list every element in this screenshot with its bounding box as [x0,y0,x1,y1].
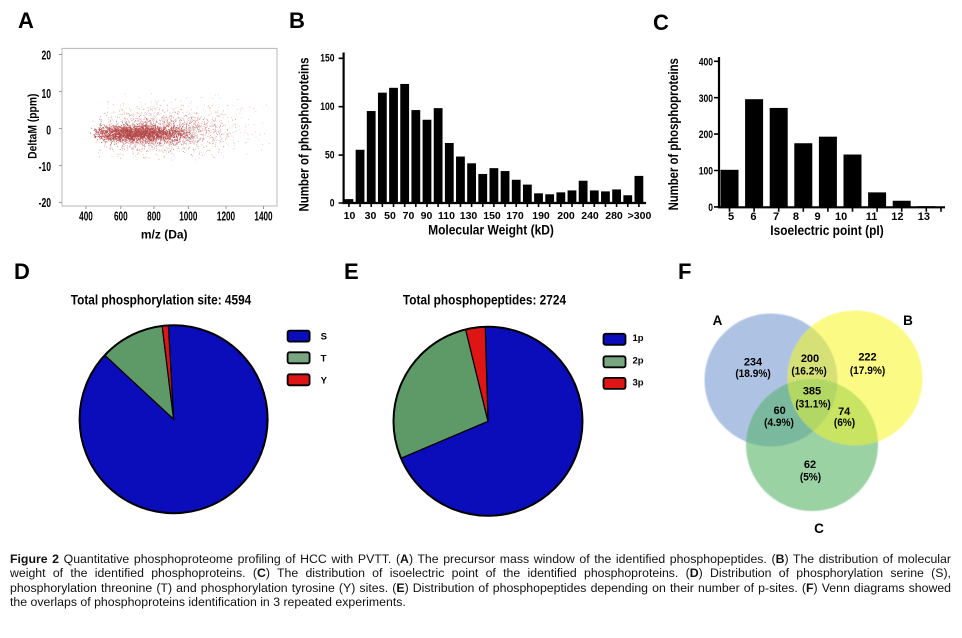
svg-text:385: 385 [803,386,821,398]
svg-text:D: D [14,259,30,284]
svg-text:>300: >300 [628,210,652,222]
svg-text:240: 240 [581,210,599,222]
svg-text:70: 70 [403,210,415,222]
svg-text:222: 222 [858,352,876,364]
svg-text:C: C [653,10,669,35]
svg-text:B: B [289,8,305,33]
svg-text:(18.9%): (18.9%) [735,368,770,380]
svg-text:Molecular Weight (kD): Molecular Weight (kD) [428,222,554,238]
svg-text:8: 8 [793,211,799,223]
svg-text:Isoelectric point (pI): Isoelectric point (pI) [770,222,883,238]
svg-text:150: 150 [320,53,335,65]
svg-text:11: 11 [866,211,878,223]
svg-text:Number of phosphoproteins: Number of phosphoproteins [666,58,681,210]
svg-text:9: 9 [815,211,821,223]
svg-text:A: A [18,8,34,33]
svg-text:400: 400 [699,56,714,68]
svg-text:2p: 2p [633,355,644,366]
svg-text:200: 200 [801,353,819,365]
svg-text:-20: -20 [39,196,51,210]
svg-text:7: 7 [773,211,779,223]
svg-text:234: 234 [744,356,763,368]
svg-text:T: T [321,353,327,364]
svg-text:60: 60 [773,405,785,417]
svg-text:100: 100 [320,101,335,113]
svg-text:10: 10 [835,211,847,223]
svg-text:Y: Y [321,375,328,386]
svg-text:13: 13 [918,211,930,223]
svg-text:5: 5 [728,211,734,223]
svg-text:1200: 1200 [217,210,235,224]
svg-text:10: 10 [41,87,51,101]
svg-text:90: 90 [421,210,433,222]
svg-text:1000: 1000 [179,210,197,224]
svg-text:10: 10 [344,210,356,222]
svg-text:m/z (Da): m/z (Da) [141,228,188,242]
svg-text:74: 74 [838,406,851,418]
svg-text:50: 50 [325,149,335,161]
svg-text:400: 400 [79,210,93,224]
svg-text:100: 100 [699,166,714,178]
svg-text:150: 150 [483,210,501,222]
svg-text:F: F [678,259,691,284]
svg-text:110: 110 [438,210,455,222]
svg-text:(31.1%): (31.1%) [795,398,830,410]
svg-text:S: S [321,331,327,342]
svg-text:(17.9%): (17.9%) [850,365,885,377]
svg-text:0: 0 [330,198,335,210]
svg-text:(16.2%): (16.2%) [791,365,826,377]
svg-text:600: 600 [114,210,128,224]
svg-text:190: 190 [532,210,550,222]
svg-text:C: C [814,521,824,536]
svg-text:0: 0 [708,202,713,214]
svg-text:3p: 3p [633,378,644,389]
svg-text:300: 300 [699,93,714,105]
svg-text:280: 280 [605,210,623,222]
svg-text:(4.9%): (4.9%) [764,417,794,429]
svg-text:800: 800 [147,210,161,224]
svg-text:Total phosphopeptides: 2724: Total phosphopeptides: 2724 [403,292,567,308]
svg-text:20: 20 [41,49,51,63]
svg-text:170: 170 [506,210,524,222]
svg-text:200: 200 [699,129,714,141]
svg-text:30: 30 [365,210,377,222]
svg-text:6: 6 [750,211,756,223]
svg-text:50: 50 [384,210,396,222]
svg-text:B: B [903,313,913,328]
svg-text:1400: 1400 [254,210,272,224]
svg-text:0: 0 [46,124,51,138]
svg-text:1p: 1p [633,333,644,344]
svg-text:(5%): (5%) [800,471,821,483]
svg-text:200: 200 [557,210,575,222]
svg-text:130: 130 [460,210,478,222]
svg-text:Number of phosphoproteins: Number of phosphoproteins [297,57,312,211]
svg-text:(6%): (6%) [834,417,855,429]
svg-text:-10: -10 [39,160,51,174]
svg-text:E: E [344,259,359,284]
svg-text:12: 12 [891,211,903,223]
svg-text:A: A [713,313,723,328]
svg-text:62: 62 [804,459,816,471]
svg-text:DeltaM (ppm): DeltaM (ppm) [27,93,40,159]
svg-text:Total phosphorylation site: 45: Total phosphorylation site: 4594 [71,292,252,308]
